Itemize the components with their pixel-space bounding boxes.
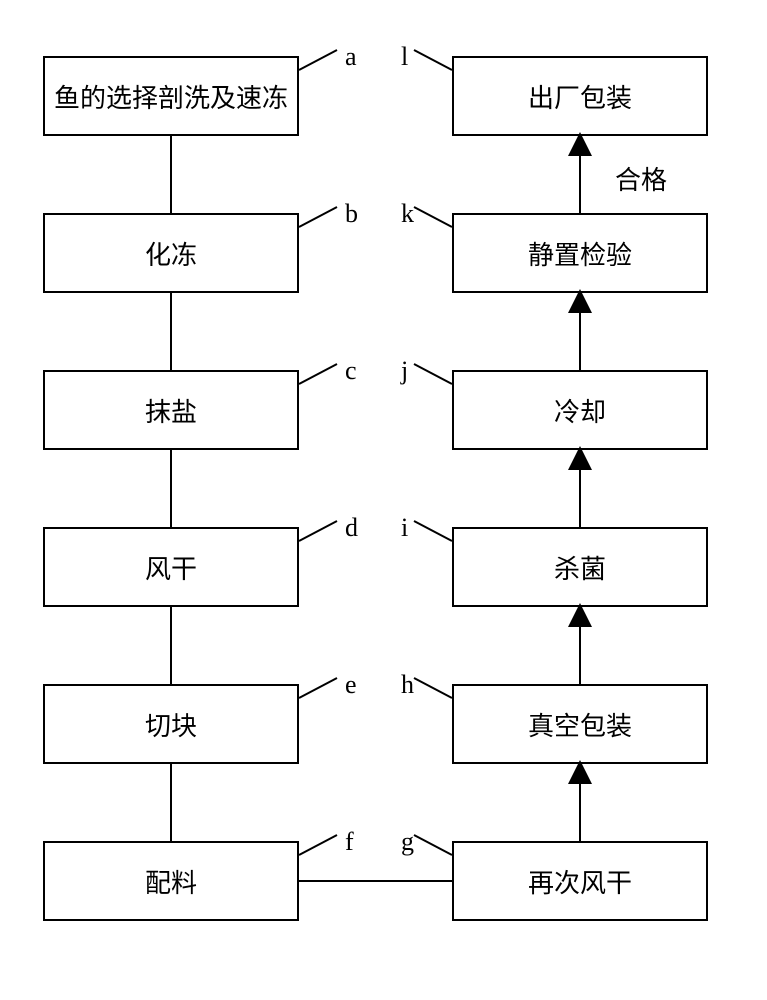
node-b: 化冻 bbox=[43, 213, 299, 293]
node-j: 冷却 bbox=[452, 370, 708, 450]
node-e: 切块 bbox=[43, 684, 299, 764]
label-i: i bbox=[401, 513, 408, 543]
node-c-text: 抹盐 bbox=[145, 392, 197, 429]
label-f: f bbox=[345, 827, 354, 857]
label-a: a bbox=[345, 42, 357, 72]
label-l: l bbox=[401, 42, 408, 72]
label-k: k bbox=[401, 199, 414, 229]
node-d-text: 风干 bbox=[145, 549, 197, 586]
edge-label-qualified: 合格 bbox=[615, 160, 667, 197]
node-f-text: 配料 bbox=[145, 863, 197, 900]
node-k: 静置检验 bbox=[452, 213, 708, 293]
node-j-text: 冷却 bbox=[554, 392, 606, 429]
node-l: 出厂包装 bbox=[452, 56, 708, 136]
node-a-text: 鱼的选择剖洗及速冻 bbox=[54, 78, 288, 115]
node-g: 再次风干 bbox=[452, 841, 708, 921]
label-g: g bbox=[401, 827, 414, 857]
node-b-text: 化冻 bbox=[145, 235, 197, 272]
label-c: c bbox=[345, 356, 357, 386]
label-b: b bbox=[345, 199, 358, 229]
node-l-text: 出厂包装 bbox=[528, 78, 632, 115]
node-h-text: 真空包装 bbox=[528, 706, 632, 743]
label-e: e bbox=[345, 670, 357, 700]
node-e-text: 切块 bbox=[145, 706, 197, 743]
node-a: 鱼的选择剖洗及速冻 bbox=[43, 56, 299, 136]
label-j: j bbox=[401, 356, 408, 386]
node-d: 风干 bbox=[43, 527, 299, 607]
flowchart-canvas: 鱼的选择剖洗及速冻 化冻 抹盐 风干 切块 配料 再次风干 真空包装 杀菌 冷却… bbox=[0, 0, 767, 1000]
node-f: 配料 bbox=[43, 841, 299, 921]
label-h: h bbox=[401, 670, 414, 700]
node-g-text: 再次风干 bbox=[528, 863, 632, 900]
node-i-text: 杀菌 bbox=[554, 549, 606, 586]
node-k-text: 静置检验 bbox=[528, 235, 632, 272]
node-h: 真空包装 bbox=[452, 684, 708, 764]
node-c: 抹盐 bbox=[43, 370, 299, 450]
node-i: 杀菌 bbox=[452, 527, 708, 607]
label-d: d bbox=[345, 513, 358, 543]
